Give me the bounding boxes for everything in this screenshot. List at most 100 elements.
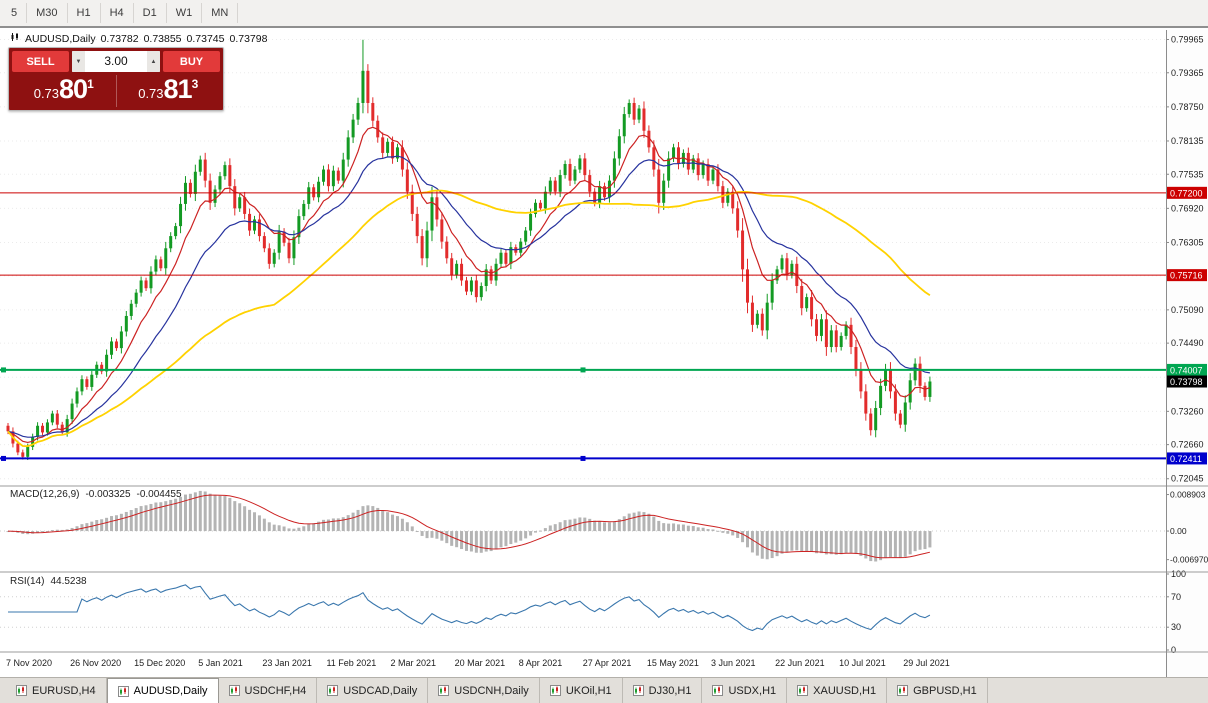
pane-separators (0, 30, 1208, 677)
svg-text:29 Jul 2021: 29 Jul 2021 (903, 658, 950, 668)
tab-label: EURUSD,H4 (32, 684, 96, 697)
chart-ohlc-title: AUDUSD,Daily 0.73782 0.73855 0.73745 0.7… (10, 32, 267, 45)
svg-text:11 Feb 2021: 11 Feb 2021 (326, 658, 376, 668)
ma-line-9 (7, 126, 931, 444)
svg-text:5 Jan 2021: 5 Jan 2021 (198, 658, 243, 668)
tab-label: USDCNH,Daily (454, 684, 529, 697)
sell-button[interactable]: SELL (12, 51, 69, 72)
tab-gbpusd-h1[interactable]: GBPUSD,H1 (887, 678, 988, 703)
tab-xauusd-h1[interactable]: XAUUSD,H1 (787, 678, 888, 703)
lot-size-input[interactable]: 3.00 (85, 51, 147, 72)
tab-chart-icon (897, 685, 909, 696)
svg-text:0.74490: 0.74490 (1171, 338, 1204, 348)
timeframe-h1[interactable]: H1 (68, 3, 101, 23)
candles-series (6, 39, 932, 461)
tab-chart-icon (117, 685, 129, 697)
high-value: 0.73855 (143, 32, 182, 45)
svg-text:0.72045: 0.72045 (1171, 474, 1204, 484)
tab-label: AUDUSD,Daily (133, 685, 208, 697)
lot-size-control: ▼ 3.00 ▲ (72, 51, 160, 72)
svg-text:0.78135: 0.78135 (1171, 136, 1204, 146)
svg-text:8 Apr 2021: 8 Apr 2021 (519, 658, 563, 668)
tab-label: USDX,H1 (728, 684, 777, 697)
tab-label: USDCAD,Daily (343, 684, 418, 697)
tab-label: UKOil,H1 (565, 684, 612, 697)
ma-line-55 (7, 189, 931, 448)
tab-chart-icon (632, 685, 644, 696)
macd-main-value: -0.003325 (85, 489, 131, 500)
tab-ukoil-h1[interactable]: UKOil,H1 (540, 678, 623, 703)
svg-text:0.74007: 0.74007 (1170, 365, 1203, 375)
buy-price-point: 3 (191, 77, 199, 91)
tab-chart-icon (438, 685, 450, 696)
tab-usdcad-daily[interactable]: USDCAD,Daily (317, 678, 429, 703)
svg-text:26 Nov 2020: 26 Nov 2020 (70, 658, 121, 668)
svg-text:100: 100 (1171, 569, 1186, 579)
buy-price-base: 0.73 (138, 86, 164, 101)
tab-chart-icon (16, 685, 27, 696)
lot-decrease-button[interactable]: ▼ (72, 51, 85, 72)
macd-pane: 0.008903 0.00 -0.006970 (0, 490, 1208, 565)
close-value: 0.73798 (229, 32, 268, 45)
rsi-value: 44.5238 (50, 576, 87, 587)
price-axis[interactable]: 0.79965 0.79365 0.78750 0.78135 0.77535 0.769… (1166, 30, 1208, 677)
tab-usdx-h1[interactable]: USDX,H1 (702, 678, 788, 703)
timeframe-h4[interactable]: H4 (101, 3, 134, 23)
date-axis[interactable]: 7 Nov 2020 26 Nov 2020 15 Dec 2020 5 Jan 20… (6, 658, 950, 668)
svg-text:0.72411: 0.72411 (1170, 454, 1202, 464)
sell-price[interactable]: 0.73801 (12, 75, 117, 107)
svg-text:0.76305: 0.76305 (1171, 237, 1204, 247)
ma-lines (7, 126, 931, 448)
svg-text:0.72660: 0.72660 (1171, 440, 1204, 450)
timeframe-toolbar: 5 M30 H1 H4 D1 W1 MN (0, 0, 1208, 28)
horizontal-lines[interactable] (0, 192, 1166, 461)
rsi-indicator-label: RSI(14) 44.5238 (10, 576, 87, 587)
buy-price-pips: 81 (163, 74, 193, 104)
low-value: 0.73745 (186, 32, 225, 45)
svg-text:7 Nov 2020: 7 Nov 2020 (6, 658, 52, 668)
tab-chart-icon (549, 685, 561, 696)
svg-text:15 Dec 2020: 15 Dec 2020 (134, 658, 185, 668)
svg-text:20 Mar 2021: 20 Mar 2021 (455, 658, 506, 668)
open-value: 0.73782 (100, 32, 139, 45)
tab-eurusd-h4[interactable]: EURUSD,H4 (6, 678, 107, 703)
sell-price-point: 1 (87, 77, 94, 91)
svg-text:10 Jul 2021: 10 Jul 2021 (839, 658, 886, 668)
chart-canvas[interactable]: 0.79965 0.79365 0.78750 0.78135 0.77535 0.769… (0, 30, 1208, 677)
svg-text:0.00: 0.00 (1170, 526, 1187, 536)
symbol-period-label: AUDUSD,Daily (25, 32, 96, 45)
tab-chart-icon (712, 685, 724, 696)
tab-label: DJ30,H1 (648, 684, 692, 697)
svg-text:0.75090: 0.75090 (1171, 305, 1204, 315)
lot-increase-button[interactable]: ▲ (147, 51, 160, 72)
buy-price[interactable]: 0.73813 (117, 75, 221, 107)
svg-text:0.77535: 0.77535 (1171, 169, 1204, 179)
svg-text:0.77200: 0.77200 (1170, 188, 1203, 198)
rsi-pane: 100 70 30 0 (0, 569, 1186, 655)
macd-signal-value: -0.004455 (136, 489, 182, 500)
tab-chart-icon (797, 685, 809, 696)
timeframe-mn[interactable]: MN (202, 3, 239, 23)
chart-tabs-bar: EURUSD,H4 AUDUSD,Daily USDCHF,H4 USDCAD,Dai… (0, 677, 1208, 703)
timeframe-d1[interactable]: D1 (134, 3, 167, 23)
svg-text:0.73260: 0.73260 (1171, 406, 1204, 416)
tab-usdchf-h4[interactable]: USDCHF,H4 (219, 678, 318, 703)
one-click-trading-panel: SELL ▼ 3.00 ▲ BUY 0.73801 0.73813 (8, 47, 224, 111)
tab-chart-icon (228, 685, 240, 696)
timeframe-m30[interactable]: M30 (27, 3, 68, 23)
svg-text:0.79365: 0.79365 (1171, 68, 1204, 78)
tab-audusd-daily[interactable]: AUDUSD,Daily (106, 678, 219, 703)
rsi-name: RSI(14) (10, 576, 45, 587)
svg-text:0.76920: 0.76920 (1171, 203, 1204, 213)
sell-price-base: 0.73 (33, 86, 60, 101)
timeframe-5[interactable]: 5 (2, 3, 28, 23)
tab-label: USDCHF,H4 (244, 684, 307, 697)
tab-usdcnh-daily[interactable]: USDCNH,Daily (428, 678, 540, 703)
macd-indicator-label: MACD(12,26,9) -0.003325 -0.004455 (10, 489, 182, 500)
buy-button[interactable]: BUY (163, 51, 220, 72)
timeframe-w1[interactable]: W1 (167, 3, 203, 23)
tab-label: XAUUSD,H1 (813, 684, 877, 697)
tab-dj30-h1[interactable]: DJ30,H1 (623, 678, 703, 703)
ma-line-21 (7, 155, 930, 438)
tab-chart-icon (327, 685, 339, 696)
